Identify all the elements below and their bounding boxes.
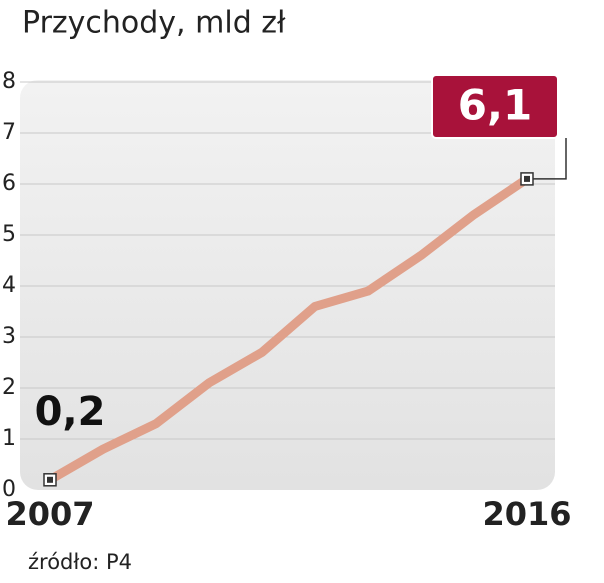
value-label: 6,1 bbox=[458, 81, 532, 130]
y-tick-label: 3 bbox=[2, 324, 16, 349]
y-tick-label: 4 bbox=[2, 273, 16, 298]
line bbox=[45, 174, 532, 485]
y-tick-label: 0 bbox=[2, 477, 16, 502]
y-tick-label: 2 bbox=[2, 375, 16, 400]
source: źródło: P4 bbox=[28, 550, 132, 574]
chart-title: Przychody, mld zł bbox=[22, 6, 286, 41]
label-box bbox=[431, 74, 559, 139]
y-tick-label: 8 bbox=[2, 69, 16, 94]
marker-dot bbox=[47, 476, 53, 483]
value-label: 0,2 bbox=[35, 389, 106, 435]
x-tick-label: 2007 bbox=[5, 495, 94, 533]
y-tick-label: 5 bbox=[2, 222, 16, 247]
y-tick-label: 7 bbox=[2, 120, 16, 145]
connector bbox=[533, 138, 567, 180]
marker-dot bbox=[524, 175, 530, 182]
y-tick-label: 1 bbox=[2, 426, 16, 451]
x-tick-label: 2016 bbox=[482, 495, 571, 533]
y-tick-label: 6 bbox=[2, 171, 16, 196]
